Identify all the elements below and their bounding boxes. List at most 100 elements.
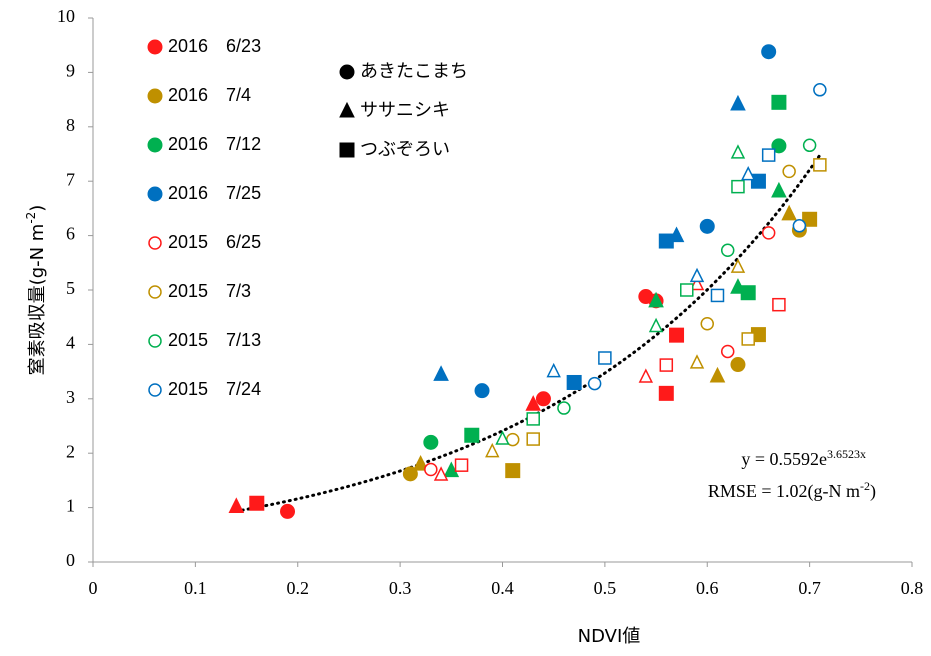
point	[474, 383, 490, 399]
point	[700, 316, 714, 331]
point	[280, 503, 296, 519]
y-axis-label: 窒素吸収量(g-N m-2)	[24, 205, 49, 376]
point	[249, 495, 265, 511]
y-tick-label: 1	[66, 496, 75, 516]
legend-marker	[148, 236, 162, 250]
y-label-sup: -2	[24, 212, 38, 224]
legend-label: 2015 7/3	[168, 281, 251, 301]
x-tick-label: 0.7	[798, 578, 821, 598]
y-tick-label: 5	[66, 278, 75, 298]
legend-label: 2015 6/25	[168, 232, 261, 252]
legend-label: 2015 7/13	[168, 330, 261, 350]
legend-label: 2016 7/25	[168, 183, 261, 203]
point	[720, 243, 735, 258]
y-tick-label: 10	[57, 6, 75, 26]
y-tick-label: 2	[66, 441, 75, 461]
point	[761, 148, 776, 162]
x-tick-label: 0.4	[491, 578, 514, 598]
point	[740, 285, 756, 301]
point	[546, 362, 561, 378]
y-label-text: 窒素吸収量(g-N m	[27, 224, 48, 376]
point	[433, 365, 449, 381]
rmse: RMSE = 1.02(g-N m-2)	[708, 479, 876, 502]
point	[228, 497, 245, 514]
x-tick-label: 0.2	[287, 578, 310, 598]
point	[525, 395, 542, 411]
legend-marker	[339, 64, 355, 80]
point	[741, 332, 755, 346]
legend-marker	[148, 334, 162, 348]
y-tick-label: 8	[66, 115, 75, 135]
point	[648, 317, 664, 333]
point	[505, 463, 521, 479]
y-tick-label: 4	[66, 333, 75, 353]
legend-label: 2016 6/23	[168, 36, 261, 56]
point	[659, 358, 674, 372]
point	[464, 427, 480, 443]
y-tick-label: 7	[66, 169, 75, 189]
point	[658, 233, 674, 249]
rmse-text: RMSE = 1.02(g-N m	[708, 481, 860, 502]
y-tick-label: 6	[66, 224, 75, 244]
y-label-tail: )	[27, 205, 48, 212]
legend-marker	[339, 142, 355, 158]
point	[526, 432, 540, 446]
point	[658, 385, 674, 401]
point	[772, 297, 786, 312]
point	[587, 376, 602, 391]
y-tick-label: 0	[66, 550, 75, 570]
x-tick-label: 0	[89, 578, 98, 598]
y-tick-label: 3	[66, 387, 75, 407]
point	[731, 179, 745, 194]
point	[761, 226, 776, 240]
rmse-sup: -2	[860, 479, 870, 493]
point	[802, 138, 817, 153]
legend-marker	[147, 88, 163, 104]
point	[813, 83, 827, 97]
point	[535, 391, 551, 407]
point	[750, 173, 766, 189]
y-tick-label: 9	[66, 61, 75, 81]
point	[423, 434, 439, 450]
x-tick-label: 0.3	[389, 578, 412, 598]
point	[689, 354, 705, 369]
point	[730, 144, 746, 159]
point	[782, 164, 796, 179]
point	[720, 344, 735, 359]
point	[598, 351, 612, 365]
point	[557, 401, 571, 415]
rmse-tail: )	[870, 481, 876, 502]
point	[771, 94, 787, 110]
point	[699, 218, 715, 234]
legend-label: 2016 7/4	[168, 85, 251, 105]
legend-label: ササニシキ	[360, 100, 450, 121]
x-tick-label: 0.6	[696, 578, 719, 598]
point	[813, 158, 827, 172]
point	[454, 458, 469, 472]
point	[433, 466, 449, 481]
point	[802, 211, 818, 227]
equation: y = 0.5592e3.6523x	[741, 447, 866, 469]
legend-label: 2015 7/24	[168, 379, 261, 399]
legend-label: 2016 7/12	[168, 134, 261, 154]
legend-marker	[147, 137, 163, 153]
point	[412, 454, 429, 471]
x-axis-label: NDVI値	[578, 626, 641, 647]
x-tick-label: 0.8	[901, 578, 924, 598]
legend-label: あきたこまち	[360, 61, 468, 82]
trendline	[234, 153, 822, 513]
point	[781, 204, 797, 221]
point	[648, 291, 664, 308]
point	[771, 181, 787, 198]
point	[669, 327, 685, 343]
point	[566, 374, 582, 390]
point	[638, 368, 654, 383]
point	[689, 267, 705, 283]
legend-marker	[147, 39, 163, 55]
point	[730, 258, 746, 273]
point	[680, 283, 694, 297]
legend-marker	[148, 285, 162, 299]
point	[424, 462, 438, 477]
point	[709, 366, 726, 383]
